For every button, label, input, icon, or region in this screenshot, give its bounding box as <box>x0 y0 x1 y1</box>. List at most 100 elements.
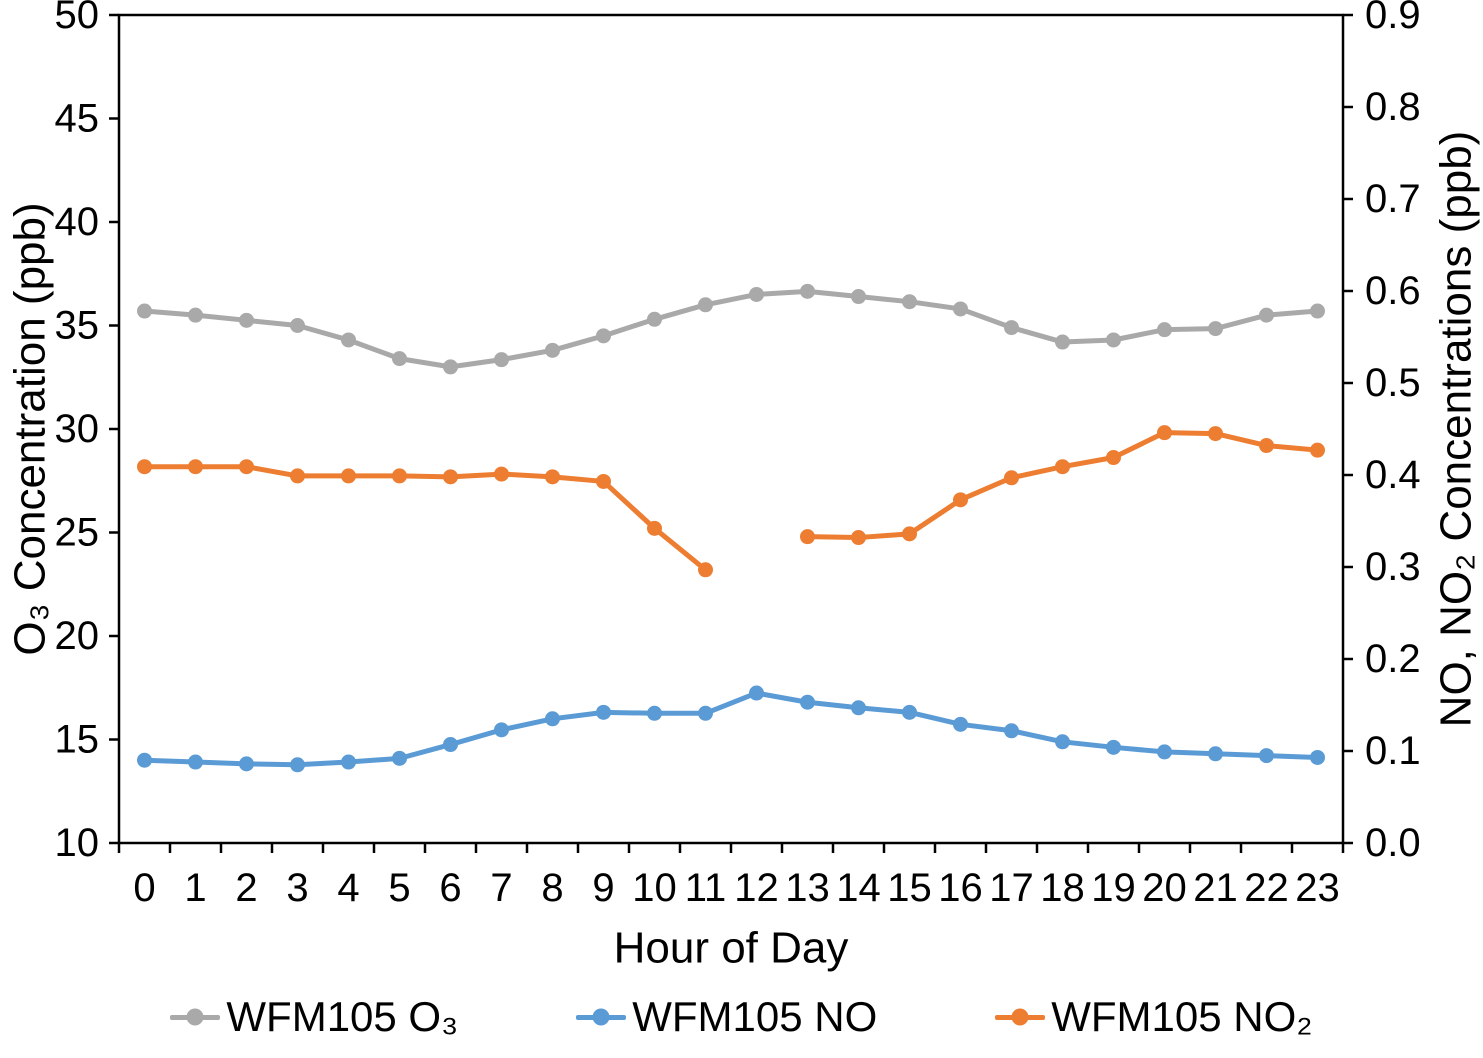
legend-marker-no2-icon <box>995 1008 1046 1026</box>
series-marker-2 <box>341 468 356 484</box>
x-axis-tick-label: 8 <box>541 866 563 910</box>
series-marker-0 <box>800 283 815 299</box>
legend-dot-no-icon <box>592 1008 610 1026</box>
left-axis-tick-label: 30 <box>55 407 100 451</box>
x-axis-tick-label: 2 <box>235 866 257 910</box>
series-marker-2 <box>647 520 662 536</box>
series-marker-0 <box>698 297 713 313</box>
x-axis-tick-label: 0 <box>133 866 155 910</box>
series-marker-2 <box>137 459 152 475</box>
legend-label-no: WFM105 NO <box>632 993 878 1040</box>
series-marker-0 <box>1208 321 1223 337</box>
x-axis-title: Hour of Day <box>614 924 849 973</box>
right-axis-title: NO, NO₂ Concentrations (ppb) <box>1432 131 1481 728</box>
series-marker-2 <box>800 529 815 545</box>
series-marker-0 <box>902 294 917 310</box>
series-marker-1 <box>494 722 509 738</box>
series-marker-0 <box>1157 322 1172 338</box>
series-marker-0 <box>1106 332 1121 348</box>
x-axis-tick-label: 18 <box>1040 866 1085 910</box>
series-line-2 <box>805 430 1320 541</box>
series-marker-2 <box>1310 442 1325 458</box>
x-axis-tick-label: 11 <box>685 866 727 910</box>
series-marker-0 <box>443 359 458 375</box>
left-axis-tick-label: 10 <box>55 821 100 865</box>
series-marker-2 <box>392 468 407 484</box>
series-marker-2 <box>851 530 866 546</box>
left-axis-tick-label: 50 <box>55 0 100 37</box>
right-axis-tick-label: 0.9 <box>1365 0 1421 37</box>
left-axis-tick-label: 45 <box>55 97 100 141</box>
x-axis-tick-label: 17 <box>989 866 1034 910</box>
series-marker-2 <box>443 469 458 485</box>
series-marker-1 <box>698 705 713 721</box>
series-line-2 <box>142 464 708 573</box>
series-marker-2 <box>1259 438 1274 454</box>
series-marker-1 <box>1208 746 1223 762</box>
left-axis-tick-label: 35 <box>55 304 100 348</box>
series-marker-1 <box>137 752 152 768</box>
legend-item-no[interactable]: WFM105 NO <box>576 996 877 1038</box>
right-axis-tick-label: 0.5 <box>1365 361 1421 405</box>
series-marker-2 <box>1157 425 1172 441</box>
series-marker-2 <box>545 469 560 485</box>
x-axis-tick-label: 19 <box>1091 866 1136 910</box>
series-marker-0 <box>137 303 152 319</box>
series-marker-1 <box>1004 723 1019 739</box>
series-marker-1 <box>239 756 254 772</box>
left-axis-title: O₃ Concentration (ppb) <box>6 202 55 655</box>
right-axis-tick-label: 0.0 <box>1365 821 1421 865</box>
series-marker-0 <box>647 311 662 327</box>
left-axis-tick-label: 15 <box>55 718 100 762</box>
legend-marker-no-icon <box>576 1008 627 1026</box>
x-axis-tick-label: 21 <box>1193 866 1238 910</box>
series-marker-2 <box>1004 470 1019 486</box>
series-marker-0 <box>1259 307 1274 323</box>
series-marker-2 <box>902 526 917 542</box>
right-axis-tick-label: 0.6 <box>1365 269 1421 313</box>
series-marker-1 <box>1106 739 1121 755</box>
series-marker-1 <box>647 705 662 721</box>
legend-label-no2: WFM105 NO₂ <box>1051 993 1313 1040</box>
x-axis-tick-label: 14 <box>836 866 881 910</box>
x-axis-tick-label: 4 <box>337 866 359 910</box>
legend-item-no2[interactable]: WFM105 NO₂ <box>995 993 1313 1040</box>
x-axis-tick-label: 1 <box>184 866 206 910</box>
left-axis-tick-label: 20 <box>55 614 100 658</box>
legend-label-o3: WFM105 O₃ <box>226 993 459 1040</box>
series-marker-1 <box>341 754 356 770</box>
series-marker-0 <box>494 352 509 368</box>
series-marker-2 <box>1055 459 1070 475</box>
series-marker-0 <box>1055 334 1070 350</box>
series-marker-2 <box>290 468 305 484</box>
legend-marker-o3-icon <box>170 1008 221 1026</box>
legend-dot-no2-icon <box>1011 1008 1029 1026</box>
x-axis-tick-label: 10 <box>632 866 677 910</box>
legend-dot-o3-icon <box>186 1008 204 1026</box>
series-marker-0 <box>1004 320 1019 336</box>
x-axis-tick-label: 13 <box>785 866 830 910</box>
series-marker-2 <box>188 459 203 475</box>
x-axis-tick-label: 6 <box>439 866 461 910</box>
series-line-1 <box>142 690 1320 768</box>
series-marker-0 <box>545 342 560 358</box>
right-axis-tick-label: 0.7 <box>1365 177 1421 221</box>
series-marker-1 <box>443 737 458 753</box>
series-marker-1 <box>800 694 815 710</box>
right-axis-tick-label: 0.3 <box>1365 545 1421 589</box>
series-marker-1 <box>392 750 407 766</box>
right-axis-tick-label: 0.1 <box>1365 729 1421 773</box>
series-marker-0 <box>1310 303 1325 319</box>
x-axis-tick-label: 22 <box>1244 866 1289 910</box>
series-marker-1 <box>749 685 764 701</box>
series-marker-0 <box>851 289 866 305</box>
legend: WFM105 O₃ WFM105 NO WFM105 NO₂ <box>0 996 1483 1038</box>
series-marker-1 <box>290 757 305 773</box>
x-axis-tick-label: 20 <box>1142 866 1187 910</box>
series-marker-2 <box>1106 450 1121 466</box>
legend-item-o3[interactable]: WFM105 O₃ <box>170 996 458 1038</box>
left-axis-tick-label: 40 <box>55 200 100 244</box>
series-marker-0 <box>392 351 407 367</box>
series-marker-2 <box>1208 426 1223 442</box>
